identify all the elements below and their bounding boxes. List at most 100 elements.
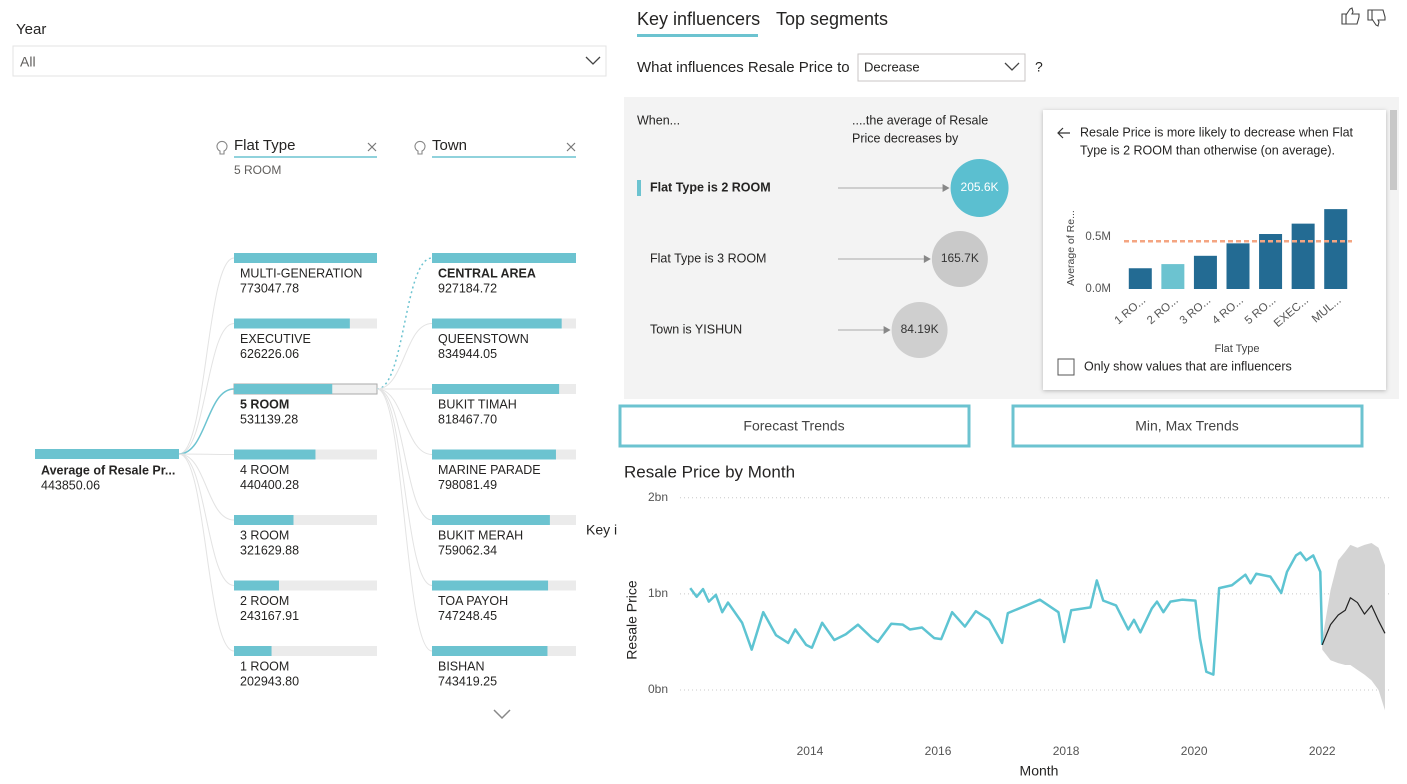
tree-bar[interactable] [234, 449, 316, 460]
node-value: 773047.78 [240, 281, 299, 295]
arrow-head [942, 184, 950, 192]
tree-bar[interactable] [432, 449, 556, 460]
tree-bar[interactable] [432, 580, 549, 591]
bubble-label: 165.7K [941, 251, 979, 265]
node-label: MULTI-GENERATION [240, 266, 362, 280]
node-label: QUEENSTOWN [438, 332, 529, 346]
node-value: 202943.80 [240, 674, 299, 688]
x-tick-label: 2020 [1181, 744, 1208, 758]
bar [1193, 255, 1217, 289]
bulb-icon [414, 140, 426, 155]
bar [1259, 234, 1283, 289]
influencer-bubble[interactable] [931, 231, 988, 287]
tree-link [178, 323, 235, 455]
x-axis-title: Month [1020, 763, 1059, 779]
button-label: Forecast Trends [743, 418, 844, 434]
tree-link [178, 453, 235, 652]
bar [1226, 243, 1250, 289]
bulb-icon [216, 140, 228, 155]
tree-bar[interactable] [432, 253, 576, 263]
node-label: EXECUTIVE [240, 332, 311, 346]
tree-link [178, 388, 235, 455]
close-icon[interactable] [367, 142, 377, 152]
chevron-icon [585, 56, 601, 65]
node-label: 3 ROOM [240, 528, 289, 542]
slicer-value: All [20, 54, 36, 70]
button[interactable] [1011, 404, 1364, 448]
tree-bar[interactable] [432, 318, 562, 329]
help: ? [1035, 59, 1043, 75]
bar [1161, 264, 1185, 289]
y-axis-title: Resale Price [624, 580, 640, 660]
x-tick-label: 2014 [797, 744, 824, 758]
checkbox[interactable] [1057, 358, 1075, 376]
tree-bar[interactable] [234, 646, 272, 656]
influencer-bubble[interactable] [891, 302, 948, 358]
confidence-band [1322, 542, 1385, 711]
node-value: 927184.72 [438, 281, 497, 295]
node-value: 243167.91 [240, 609, 299, 623]
detail-text: Type is 2 ROOM than otherwise (on averag… [1080, 143, 1335, 157]
x-tick-label: 2016 [925, 744, 952, 758]
column-header: When... [637, 113, 680, 127]
node-value: 798081.49 [438, 478, 497, 492]
button[interactable] [618, 404, 971, 448]
close-icon[interactable] [566, 142, 576, 152]
tree-bar[interactable] [234, 384, 333, 394]
node-label: CENTRAL AREA [438, 266, 536, 280]
y-axis-title: Average of Re... [1065, 210, 1077, 286]
y-tick-label: 0bn [648, 682, 668, 696]
tree-bar [35, 449, 179, 459]
influencer-bubble[interactable] [950, 159, 1009, 217]
thumbs-down-icon[interactable] [1367, 9, 1386, 27]
node-label: BUKIT TIMAH [438, 397, 517, 411]
tab[interactable]: Key influencers [637, 9, 760, 29]
tree-link [376, 388, 433, 521]
level-header: Flat Type [234, 137, 295, 154]
tab[interactable]: Top segments [776, 9, 888, 29]
tree-bar-bg [234, 580, 377, 591]
node-label: Average of Resale Pr... [41, 463, 175, 477]
x-tick-label: 2022 [1309, 744, 1336, 758]
node-value: 759062.34 [438, 543, 497, 557]
level-header: Town [432, 137, 467, 154]
tree-link [376, 388, 433, 586]
tree-bar[interactable] [234, 253, 377, 263]
y-tick-label: 1bn [648, 586, 668, 600]
tree-link [178, 453, 235, 586]
influencer-label: Town is YISHUN [650, 322, 742, 336]
node-value: 443850.06 [41, 478, 100, 492]
thumbs-up-icon[interactable] [1341, 7, 1360, 25]
x-tick-label: 2018 [1053, 744, 1080, 758]
dropdown[interactable] [857, 53, 1026, 82]
slicer-box[interactable] [12, 45, 607, 77]
node-value: 743419.25 [438, 674, 497, 688]
bubble-label: 205.6K [961, 180, 999, 194]
y-tick-label: 0.0M [1085, 283, 1111, 295]
x-axis-title: Flat Type [1214, 343, 1259, 355]
slicer-label: Year [16, 21, 46, 38]
tree-bar[interactable] [432, 515, 550, 525]
selection-marker [637, 180, 641, 196]
expand-icon[interactable] [493, 709, 511, 720]
influencer-label: Flat Type is 3 ROOM [650, 251, 766, 265]
node-label: 5 ROOM [240, 397, 289, 411]
line-series [689, 551, 1324, 676]
checkbox-label: Only show values that are influencers [1084, 359, 1292, 373]
scrollbar[interactable] [1390, 110, 1397, 190]
tree-bar-bg [234, 646, 377, 656]
tree-link [376, 388, 433, 652]
back-icon[interactable] [1057, 127, 1070, 139]
tree-bar[interactable] [234, 515, 294, 525]
tree-bar[interactable] [234, 318, 350, 329]
tree-bar[interactable] [432, 646, 548, 656]
dropdown-value: Decrease [864, 59, 920, 74]
detail-text: Resale Price is more likely to decrease … [1080, 125, 1354, 139]
overlay-text: Key i [586, 522, 617, 538]
line-series [1321, 597, 1386, 646]
tree-bar[interactable] [432, 384, 560, 394]
tree-link [178, 257, 235, 455]
tree-bar[interactable] [234, 580, 279, 591]
arrow-head [923, 255, 931, 263]
